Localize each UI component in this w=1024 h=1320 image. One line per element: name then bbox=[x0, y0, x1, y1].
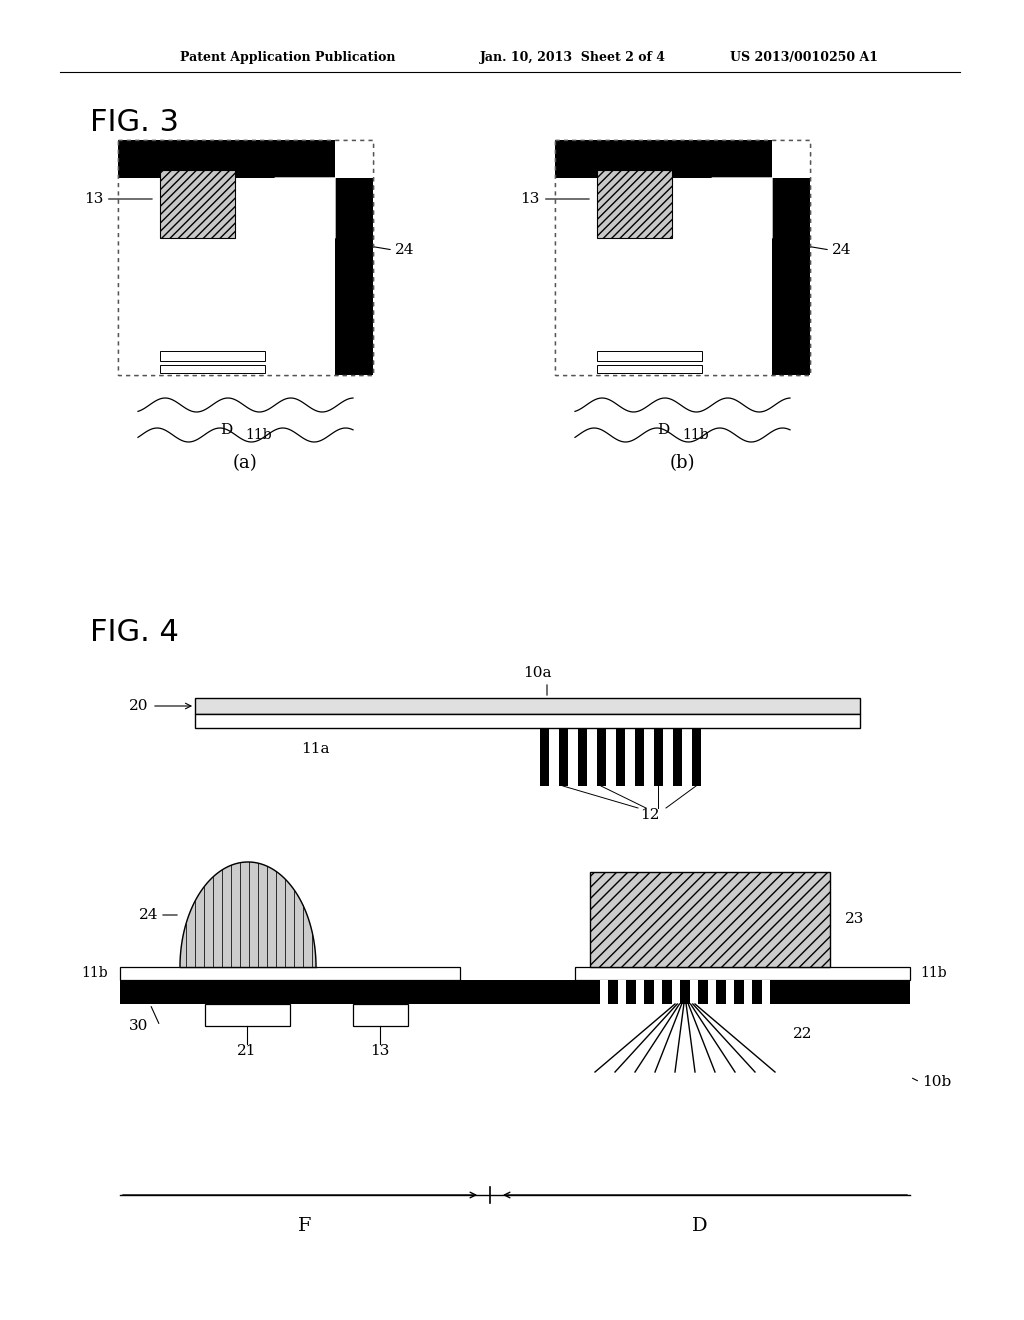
Text: 21: 21 bbox=[238, 1044, 257, 1059]
Text: 13: 13 bbox=[520, 191, 589, 206]
Bar bbox=[118, 140, 373, 375]
Bar bbox=[555, 140, 810, 375]
Text: D: D bbox=[657, 422, 670, 437]
Text: (b): (b) bbox=[670, 454, 694, 473]
Text: F: F bbox=[298, 1217, 311, 1236]
Bar bbox=[540, 729, 549, 785]
Bar bbox=[120, 968, 460, 979]
Polygon shape bbox=[275, 178, 335, 238]
Text: 13: 13 bbox=[84, 191, 153, 206]
Polygon shape bbox=[180, 862, 316, 968]
Bar bbox=[654, 729, 663, 785]
Text: 11b: 11b bbox=[682, 428, 709, 442]
Text: 13: 13 bbox=[371, 1044, 390, 1059]
Bar bbox=[600, 979, 608, 1005]
Bar bbox=[118, 140, 373, 375]
Bar bbox=[118, 140, 373, 375]
Bar bbox=[597, 170, 672, 238]
Bar bbox=[654, 979, 662, 1005]
Text: 20: 20 bbox=[128, 700, 148, 713]
Bar bbox=[618, 979, 626, 1005]
Text: FIG. 3: FIG. 3 bbox=[90, 108, 179, 137]
Bar bbox=[195, 714, 860, 729]
Bar bbox=[692, 729, 701, 785]
Bar bbox=[160, 366, 265, 374]
Text: (a): (a) bbox=[232, 454, 257, 473]
Bar bbox=[744, 979, 752, 1005]
Bar bbox=[590, 873, 830, 968]
Text: FIG. 4: FIG. 4 bbox=[90, 618, 179, 647]
Bar bbox=[690, 979, 698, 1005]
Text: 11b: 11b bbox=[81, 966, 108, 979]
Bar bbox=[555, 140, 810, 375]
Text: 23: 23 bbox=[845, 912, 864, 927]
Bar bbox=[597, 366, 702, 374]
Polygon shape bbox=[712, 178, 772, 238]
Text: 24: 24 bbox=[138, 908, 158, 921]
Bar bbox=[555, 178, 772, 375]
Bar bbox=[726, 979, 734, 1005]
Bar bbox=[118, 140, 335, 178]
Bar bbox=[578, 729, 587, 785]
Polygon shape bbox=[674, 178, 772, 276]
Bar bbox=[335, 178, 373, 375]
Bar bbox=[205, 1005, 290, 1026]
Text: 24: 24 bbox=[831, 243, 852, 257]
Text: 10a: 10a bbox=[522, 667, 551, 680]
Bar bbox=[160, 351, 265, 360]
Polygon shape bbox=[237, 178, 335, 276]
Bar bbox=[575, 968, 910, 979]
Bar bbox=[635, 729, 644, 785]
Bar bbox=[195, 698, 860, 714]
Bar bbox=[673, 729, 682, 785]
Bar bbox=[120, 979, 910, 1005]
Text: 11b: 11b bbox=[245, 428, 271, 442]
Bar bbox=[597, 351, 702, 360]
Text: 30: 30 bbox=[129, 1019, 148, 1034]
Bar bbox=[160, 170, 234, 238]
Text: 24: 24 bbox=[395, 243, 415, 257]
Bar bbox=[636, 979, 644, 1005]
Text: 11a: 11a bbox=[301, 742, 330, 756]
Text: 10b: 10b bbox=[922, 1074, 951, 1089]
Text: US 2013/0010250 A1: US 2013/0010250 A1 bbox=[730, 51, 878, 65]
Bar bbox=[118, 178, 335, 375]
Bar bbox=[555, 140, 810, 375]
Bar bbox=[616, 729, 625, 785]
Text: Jan. 10, 2013  Sheet 2 of 4: Jan. 10, 2013 Sheet 2 of 4 bbox=[480, 51, 666, 65]
Bar bbox=[772, 178, 810, 375]
Bar bbox=[555, 140, 772, 178]
Text: 22: 22 bbox=[793, 1027, 812, 1041]
Text: D: D bbox=[692, 1217, 708, 1236]
Bar bbox=[353, 1005, 408, 1026]
Bar bbox=[597, 729, 606, 785]
Text: D: D bbox=[220, 422, 232, 437]
Bar bbox=[672, 979, 680, 1005]
Text: Patent Application Publication: Patent Application Publication bbox=[180, 51, 395, 65]
Bar bbox=[708, 979, 716, 1005]
Text: 12: 12 bbox=[640, 808, 659, 822]
Text: 11b: 11b bbox=[920, 966, 946, 979]
Bar bbox=[559, 729, 568, 785]
Bar bbox=[762, 979, 770, 1005]
